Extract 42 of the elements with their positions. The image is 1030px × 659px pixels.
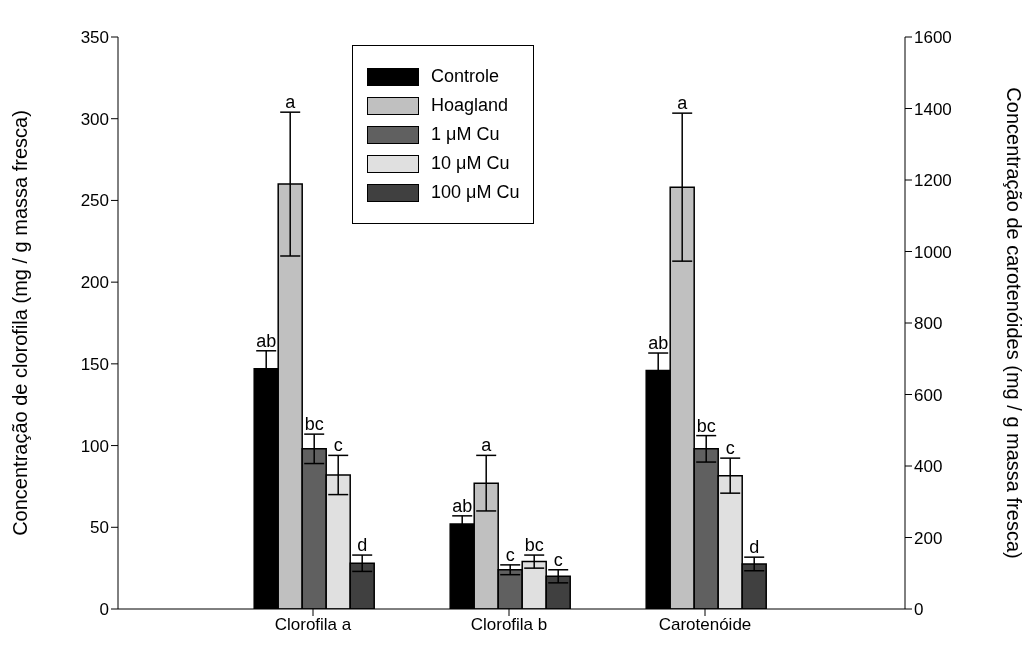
x-tick-label: Clorofila a — [274, 615, 352, 635]
y2-tick-label: 1400 — [914, 99, 952, 119]
annotation: c — [333, 435, 343, 456]
y2-tick-label: 0 — [914, 600, 924, 620]
y2-axis-title: Concentração de carotenóides (mg / g massa fresca) — [1002, 87, 1025, 559]
y2-tick-label: 1600 — [914, 28, 952, 48]
legend-label: Controle — [431, 66, 500, 87]
y-tick-label: 350 — [80, 28, 109, 48]
y2-tick-label: 800 — [914, 314, 943, 334]
y-tick-label: 50 — [90, 518, 109, 538]
x-tick-label: Carotenóide — [658, 615, 752, 635]
annotation: bc — [304, 414, 324, 435]
annotation: bc — [524, 535, 544, 556]
y-tick-label: 100 — [80, 436, 109, 456]
y-tick-label: 300 — [80, 109, 109, 129]
y-tick-label: 0 — [99, 600, 109, 620]
annotation: bc — [696, 415, 716, 436]
y-axis-title: Concentração de clorofila (mg / g massa fresca) — [9, 110, 32, 536]
y2-tick-label: 1000 — [914, 242, 952, 262]
annotation: c — [505, 544, 515, 565]
annotation: c — [725, 438, 735, 459]
annotation: a — [285, 92, 297, 113]
y2-tick-label: 1200 — [914, 171, 952, 191]
annotation: d — [357, 535, 368, 556]
y-tick-label: 200 — [80, 273, 109, 293]
annotation: ab — [452, 495, 473, 516]
y2-tick-label: 200 — [914, 528, 943, 548]
x-tick-label: Clorofila b — [470, 615, 548, 635]
y2-tick-label: 600 — [914, 385, 943, 405]
annotation: a — [481, 435, 493, 456]
annotation: c — [553, 549, 563, 570]
annotation: d — [749, 537, 760, 558]
legend-label: Hoagland — [431, 95, 509, 116]
legend-label: 1 μM Cu — [431, 124, 500, 145]
y2-tick-label: 400 — [914, 457, 943, 477]
annotation: a — [677, 93, 689, 114]
annotation: ab — [648, 333, 669, 354]
y-tick-label: 250 — [80, 191, 109, 211]
y-tick-label: 150 — [80, 354, 109, 374]
legend-label: 100 μM Cu — [431, 182, 520, 203]
legend-label: 10 μM Cu — [431, 153, 510, 174]
annotation: ab — [256, 330, 277, 351]
